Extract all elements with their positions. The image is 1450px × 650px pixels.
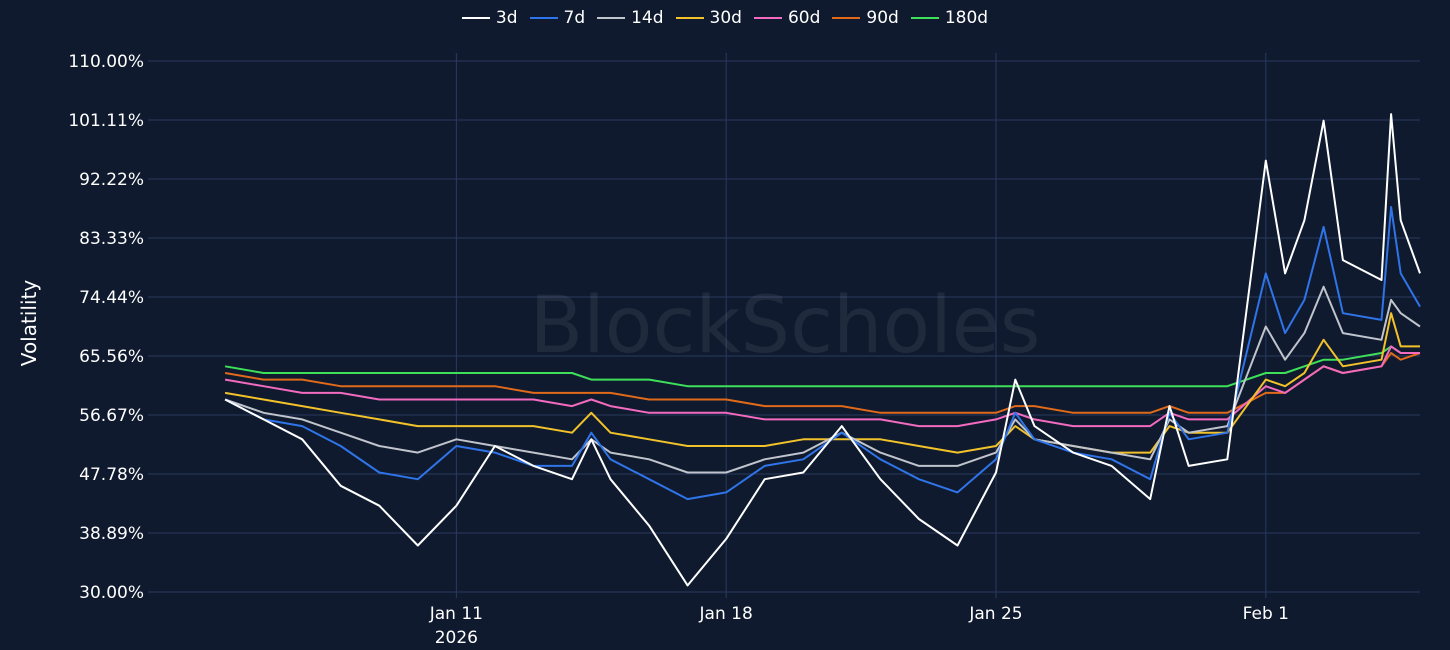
y-tick-label: 92.22%	[79, 170, 144, 190]
series-line-180d	[224, 345, 1420, 388]
y-tick-label: 47.78%	[79, 465, 144, 485]
y-tick-label: 74.44%	[79, 288, 144, 308]
legend-swatch	[597, 17, 626, 19]
x-tick-label: Feb 1	[1243, 604, 1289, 624]
series-line-14d	[224, 285, 1421, 474]
legend-swatch	[832, 17, 861, 19]
y-tick-label: 56.67%	[79, 406, 144, 426]
series-line-60d	[224, 345, 1420, 428]
watermark-logo: BlockScholes	[530, 281, 1041, 371]
y-tick-label: 83.33%	[79, 229, 144, 249]
series-line-7d	[224, 206, 1421, 501]
legend-label: 30d	[709, 8, 742, 28]
legend-swatch	[753, 17, 782, 19]
grid-lines	[148, 53, 1420, 598]
x-tick-sublabel: 2026	[435, 628, 478, 648]
watermark-text: BlockScholes	[530, 281, 1041, 371]
legend-swatch	[675, 17, 704, 19]
y-tick-label: 65.56%	[79, 347, 144, 367]
legend-item-90d[interactable]: 90d	[832, 8, 899, 28]
y-axis-ticks: 110.00% 101.11% 92.22% 83.33% 74.44% 65.56% 56…	[68, 52, 144, 603]
legend-label: 180d	[944, 8, 989, 28]
legend-item-14d[interactable]: 14d	[597, 8, 664, 28]
y-tick-label: 30.00%	[79, 583, 144, 603]
chart-legend: 3d 7d 14d 30d 60d 90d 180d	[0, 8, 1450, 28]
legend-label: 90d	[866, 8, 899, 28]
legend-item-180d[interactable]: 180d	[910, 8, 989, 28]
legend-swatch	[910, 17, 939, 19]
y-tick-label: 110.00%	[68, 52, 144, 72]
y-tick-label: 101.11%	[68, 111, 144, 131]
legend-label: 7d	[563, 8, 586, 28]
x-tick-label: Jan 18	[699, 604, 753, 624]
legend-label: 14d	[631, 8, 664, 28]
x-axis-ticks: Jan 11 2026 Jan 18 Jan 25 Feb 1	[429, 604, 1289, 648]
legend-item-7d[interactable]: 7d	[529, 8, 586, 28]
legend-swatch	[529, 17, 558, 19]
legend-label: 3d	[495, 8, 518, 28]
x-tick-label: Jan 11	[429, 604, 483, 624]
legend-item-60d[interactable]: 60d	[753, 8, 821, 28]
legend-swatch	[461, 17, 490, 19]
series-lines	[224, 113, 1421, 587]
series-line-3d	[224, 113, 1421, 587]
legend-label: 60d	[787, 8, 821, 28]
legend-item-3d[interactable]: 3d	[461, 8, 518, 28]
legend-item-30d[interactable]: 30d	[675, 8, 742, 28]
series-line-30d	[224, 312, 1420, 454]
y-tick-label: 38.89%	[79, 524, 144, 544]
x-tick-label: Jan 25	[968, 604, 1022, 624]
